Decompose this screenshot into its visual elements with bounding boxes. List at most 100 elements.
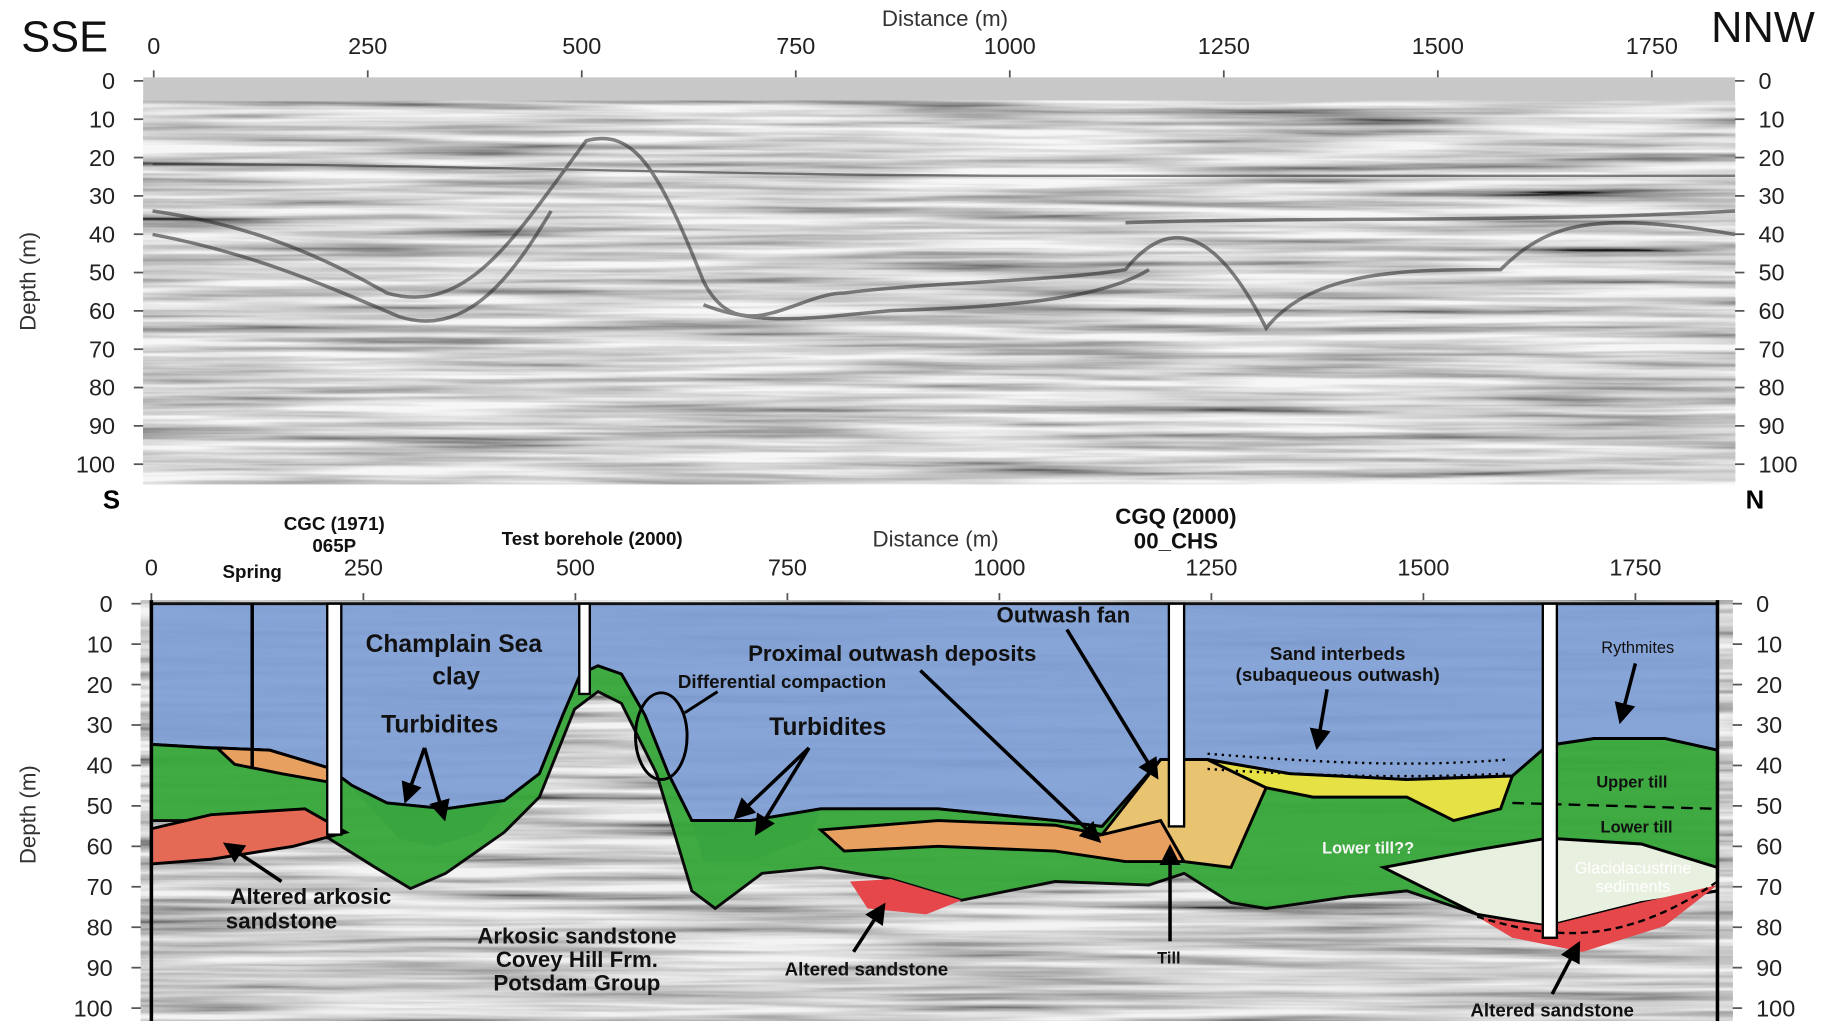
y-tick-label: 20 (1756, 672, 1782, 698)
annotation: (subaqueous outwash) (1236, 664, 1440, 685)
x-tick-label: 250 (344, 555, 383, 581)
annotation: sandstone (226, 908, 337, 933)
y-tick-label: 60 (87, 834, 113, 860)
y-tick-label: 30 (1756, 712, 1782, 738)
y-tick-label: 60 (89, 298, 115, 324)
annotation: Turbidites (769, 714, 886, 741)
y-tick-label: 30 (1758, 183, 1784, 209)
y-tick-label: 80 (1756, 914, 1782, 940)
y-tick-label: 0 (100, 591, 113, 617)
y-tick-label: 90 (87, 955, 113, 981)
y-tick-label: 90 (1756, 955, 1782, 981)
annotation: Turbidites (381, 712, 498, 739)
figure: SSE NNW Distance (m) Depth (m) S N Dista… (0, 0, 1829, 1021)
y-tick-label: 0 (1758, 68, 1771, 94)
y-tick-label: 70 (1758, 336, 1784, 362)
y-tick-label: 40 (1756, 753, 1782, 779)
y-tick-label: 0 (1756, 591, 1769, 617)
end-label: S (103, 487, 120, 515)
y-tick-label: 20 (87, 672, 113, 698)
y-tick-label: 10 (1758, 106, 1784, 132)
annotation: Covey Hill Frm. (496, 947, 658, 972)
annotation: Altered sandstone (1470, 999, 1634, 1020)
borehole-id: 00_CHS (1134, 529, 1218, 554)
direction-label: NNW (1711, 4, 1815, 52)
x-tick-label: 500 (556, 555, 595, 581)
annotation: Champlain Sea (366, 631, 543, 658)
direction-label: SSE (21, 14, 108, 62)
y-axis-label: Depth (m) (15, 232, 40, 331)
y-tick-label: 20 (1758, 145, 1784, 171)
y-tick-label: 60 (1758, 298, 1784, 324)
x-tick-label: 250 (348, 33, 387, 59)
y-tick-label: 0 (102, 68, 115, 94)
annotation: Spring (223, 561, 282, 582)
x-tick-label: 1500 (1412, 33, 1464, 59)
x-tick-label: 0 (147, 33, 160, 59)
y-tick-label: 10 (89, 106, 115, 132)
borehole (327, 604, 341, 835)
x-tick-label: 750 (776, 33, 815, 59)
y-tick-label: 40 (89, 221, 115, 247)
borehole (1169, 604, 1184, 827)
end-label: N (1746, 487, 1765, 515)
annotation: Potsdam Group (493, 971, 660, 996)
x-tick-label: 500 (562, 33, 601, 59)
y-tick-label: 50 (1758, 260, 1784, 286)
y-tick-label: 70 (89, 336, 115, 362)
annotation: Lower till (1601, 818, 1673, 836)
y-tick-label: 30 (87, 712, 113, 738)
y-tick-label: 40 (87, 753, 113, 779)
annotation: clay (432, 664, 480, 691)
x-tick-label: 1000 (984, 33, 1036, 59)
y-tick-label: 90 (1758, 413, 1784, 439)
x-tick-label: 1500 (1397, 555, 1449, 581)
y-tick-label: 70 (87, 874, 113, 900)
y-tick-label: 80 (1758, 375, 1784, 401)
annotation: Glaciolacustrine (1575, 859, 1692, 877)
borehole (579, 604, 590, 694)
annotation: Arkosic sandstone (477, 924, 676, 949)
y-tick-label: 30 (89, 183, 115, 209)
annotation: Sand interbeds (1270, 643, 1405, 664)
borehole-name: Test borehole (2000) (502, 528, 683, 549)
y-tick-label: 50 (1756, 793, 1782, 819)
y-tick-label: 100 (76, 451, 115, 477)
annotation: Lower till?? (1322, 839, 1414, 857)
y-tick-label: 100 (1756, 995, 1795, 1021)
borehole-id: 065P (312, 535, 356, 556)
x-tick-label: 0 (145, 555, 158, 581)
annotation: Till (1157, 950, 1180, 968)
top-seismic (143, 101, 1735, 484)
y-axis-label: Depth (m) (15, 765, 40, 864)
x-tick-label: 1750 (1609, 555, 1661, 581)
borehole-name: CGC (1971) (284, 513, 385, 534)
annotation: Rythmites (1601, 639, 1674, 657)
y-tick-label: 20 (89, 145, 115, 171)
annotation: Altered sandstone (785, 958, 949, 979)
y-tick-label: 10 (87, 631, 113, 657)
annotation: Proximal outwash deposits (748, 641, 1036, 666)
y-tick-label: 50 (87, 793, 113, 819)
y-tick-label: 70 (1756, 874, 1782, 900)
y-tick-label: 50 (89, 260, 115, 286)
y-tick-label: 90 (89, 413, 115, 439)
x-tick-label: 1750 (1626, 33, 1678, 59)
borehole-name: CGQ (2000) (1115, 504, 1236, 529)
y-tick-label: 60 (1756, 834, 1782, 860)
y-tick-label: 80 (89, 375, 115, 401)
x-tick-label: 1000 (973, 555, 1025, 581)
x-axis-label: Distance (m) (872, 526, 998, 551)
annotation: Altered arkosic (230, 884, 391, 909)
x-tick-label: 750 (768, 555, 807, 581)
annotation: Upper till (1596, 774, 1667, 792)
x-axis-label: Distance (m) (882, 6, 1008, 31)
y-tick-label: 100 (74, 995, 113, 1021)
annotation: sediments (1596, 878, 1671, 896)
x-tick-label: 1250 (1198, 33, 1250, 59)
annotation: Outwash fan (997, 602, 1131, 627)
y-tick-label: 40 (1758, 221, 1784, 247)
annotation: Differential compaction (678, 671, 886, 692)
y-tick-label: 80 (87, 914, 113, 940)
borehole (1543, 604, 1557, 938)
